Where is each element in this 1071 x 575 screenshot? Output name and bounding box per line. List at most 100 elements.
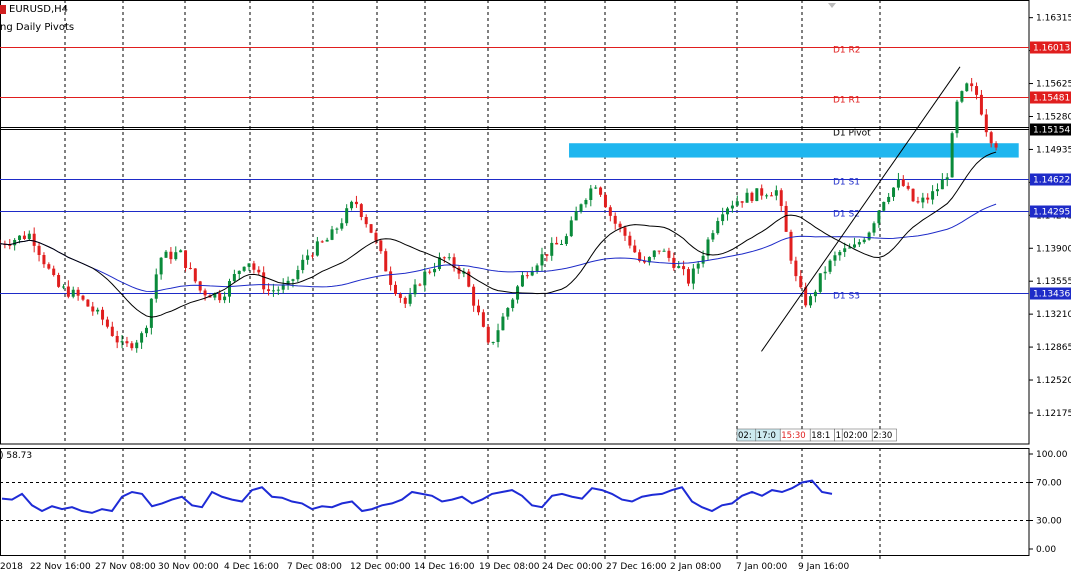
bear-candle — [66, 286, 70, 297]
bear-candle — [911, 188, 915, 202]
bull-candle — [711, 233, 715, 240]
bull-candle — [584, 199, 588, 205]
pivot-price-tag — [1030, 91, 1071, 104]
bull-candle — [213, 293, 217, 298]
time-tick-label: 7 Jan 00:00 — [736, 562, 788, 572]
bull-candle — [882, 201, 886, 211]
bull-candle — [135, 342, 139, 349]
bull-candle — [843, 248, 847, 252]
bull-candle — [950, 133, 954, 178]
bear-candle — [799, 276, 803, 288]
time-tick-label: 9 Jan 16:00 — [798, 562, 850, 572]
bear-candle — [42, 255, 46, 265]
bear-candle — [193, 268, 197, 282]
bull-candle — [330, 229, 334, 240]
bear-candle — [203, 290, 207, 296]
bear-candle — [47, 264, 51, 269]
bull-candle — [281, 284, 285, 290]
bull-candle — [652, 250, 656, 257]
bear-candle — [218, 293, 222, 301]
bear-candle — [467, 271, 471, 287]
bull-candle — [413, 284, 417, 295]
time-box-label: 15:30 — [781, 431, 806, 441]
pivot-price-tag — [1030, 123, 1071, 136]
bull-candle — [892, 187, 896, 197]
bear-candle — [643, 260, 647, 263]
bull-candle — [809, 296, 813, 306]
bear-candle — [740, 201, 744, 203]
bull-candle — [291, 279, 295, 281]
pivot-label: D1 Pivot — [833, 129, 871, 139]
bull-candle — [965, 83, 969, 92]
bull-candle — [564, 236, 568, 244]
bear-candle — [442, 257, 446, 259]
bull-candle — [706, 239, 710, 256]
bull-candle — [867, 232, 871, 240]
bear-candle — [633, 245, 637, 253]
bear-candle — [389, 271, 393, 285]
bear-candle — [769, 195, 773, 197]
bull-candle — [677, 266, 681, 268]
bull-candle — [589, 188, 593, 200]
bear-candle — [628, 235, 632, 246]
time-box-label: 17:0 — [757, 431, 776, 441]
bear-candle — [613, 215, 617, 224]
bull-candle — [848, 247, 852, 249]
bear-candle — [262, 272, 266, 290]
bull-candle — [174, 252, 178, 260]
bear-candle — [603, 194, 607, 208]
price-tick-label: 1.12520 — [1036, 376, 1071, 386]
bull-candle — [569, 220, 573, 237]
pivot-price-tag — [1030, 173, 1071, 186]
bull-candle — [335, 228, 339, 230]
bull-candle — [935, 189, 939, 192]
rsi-tick-label: 70.00 — [1036, 479, 1062, 489]
bear-candle — [804, 287, 808, 306]
price-tick-label: 1.14935 — [1036, 145, 1071, 155]
time-box-cell — [871, 428, 897, 442]
rsi-tick-label: 0.00 — [1036, 545, 1056, 555]
bear-candle — [623, 227, 627, 236]
bull-candle — [159, 257, 163, 275]
bull-candle — [301, 259, 305, 271]
bull-candle — [315, 241, 319, 256]
pivot-price-label: 1.13436 — [1033, 290, 1070, 300]
bear-candle — [81, 295, 85, 300]
bull-candle — [511, 299, 515, 309]
time-tick-label: 2018 — [0, 562, 23, 572]
bull-candle — [896, 179, 900, 188]
bull-candle — [13, 239, 17, 246]
bull-candle — [887, 196, 891, 202]
bear-candle — [481, 312, 485, 327]
bull-candle — [579, 204, 583, 212]
bear-candle — [901, 179, 905, 186]
time-tick-label: 2 Jan 08:00 — [670, 562, 722, 572]
symbol-marker-icon — [0, 5, 6, 14]
bull-candle — [701, 255, 705, 264]
bear-candle — [105, 319, 109, 327]
bear-candle — [672, 257, 676, 268]
bull-candle — [838, 251, 842, 256]
bull-candle — [721, 214, 725, 222]
bull-candle — [154, 274, 158, 299]
bull-candle — [730, 205, 734, 209]
bull-candle — [271, 290, 275, 292]
bull-candle — [862, 239, 866, 243]
time-tick-label: 14 Dec 16:00 — [414, 562, 475, 572]
bear-candle — [252, 263, 256, 270]
pivot-label: D1 S2 — [833, 210, 860, 220]
pivot-price-label: 1.15481 — [1033, 94, 1070, 104]
price-tick-label: 1.13555 — [1036, 277, 1071, 287]
bull-candle — [823, 271, 827, 274]
bull-candle — [433, 269, 437, 273]
bear-candle — [477, 305, 481, 313]
bull-candle — [833, 255, 837, 261]
bear-candle — [198, 281, 202, 291]
symbol-label: EURUSD,H4 — [9, 4, 69, 15]
bull-candle — [120, 341, 124, 343]
bear-candle — [125, 341, 129, 344]
bull-candle — [735, 201, 739, 206]
bull-candle — [662, 250, 666, 252]
bull-candle — [408, 294, 412, 304]
